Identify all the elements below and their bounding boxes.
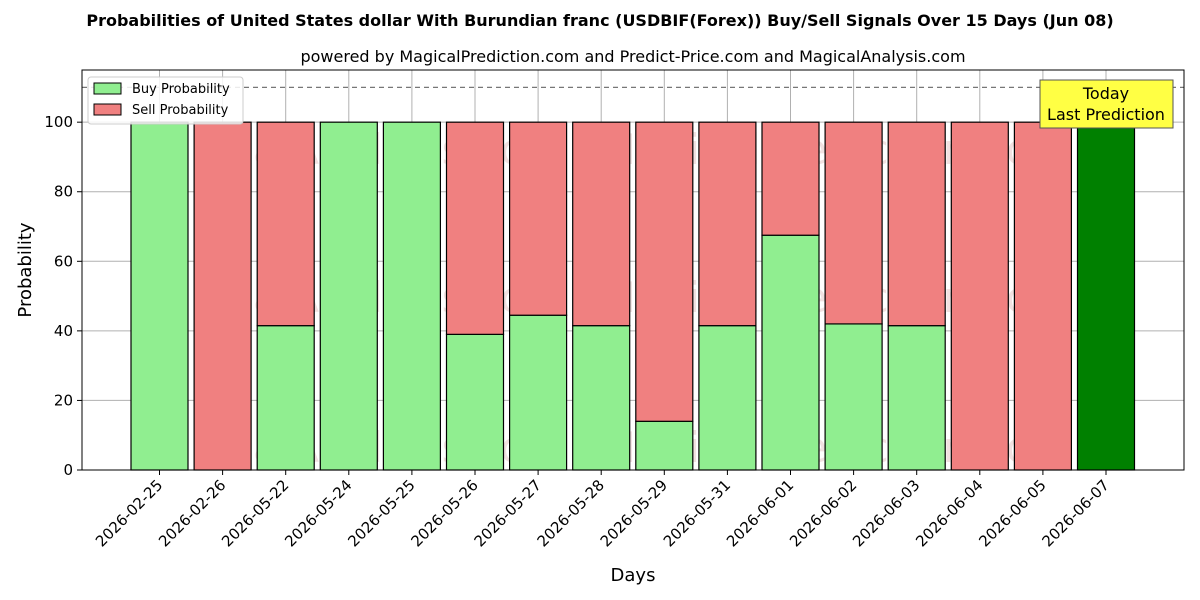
legend: Buy Probability Sell Probability [87,76,244,125]
plot-frame [81,69,1185,471]
sell-bar [572,121,631,327]
buy-bar [887,325,946,471]
today-box-bg [1039,79,1174,129]
sell-bar [256,121,315,327]
legend-box [87,76,244,125]
x-axis-label: Days [611,565,656,586]
buy-bar [382,121,441,471]
x-tick-label: 2026-06-02 [786,476,860,550]
last-prediction-label: Last Prediction [1047,105,1165,124]
sell-bar [824,121,883,325]
x-tick-label: 2026-05-27 [471,476,545,550]
buy-bar [130,121,189,471]
x-tick-label: 2026-06-05 [975,476,1049,550]
buy-bar [509,314,568,471]
sell-bar [1013,121,1073,471]
y-axis-ticks: 0 20 40 60 80 100 [44,113,82,479]
sell-bar [635,121,694,422]
sell-bar [950,121,1009,471]
buy-bar [1076,121,1136,471]
buy-bar [319,121,378,471]
y-tick-label: 0 [63,461,73,479]
y-axis-label: Probability [15,222,36,317]
x-tick-label: 2026-06-07 [1038,476,1112,550]
y-tick-label: 40 [54,322,73,340]
x-tick-label: 2026-05-29 [597,476,671,550]
x-tick-label: 2026-05-25 [344,476,418,550]
buy-bar [572,325,631,471]
x-tick-label: 2026-05-22 [218,476,292,550]
y-tick-label: 100 [44,113,73,131]
buy-bar [761,234,820,471]
legend-label: Sell Probability [132,103,229,118]
x-tick-label: 2026-06-04 [912,476,986,550]
sell-bar [509,121,568,316]
buy-bar [824,323,883,471]
legend-swatch [93,103,122,116]
legend-swatch [93,82,122,95]
chart-subtitle: powered by MagicalPrediction.com and Pre… [300,47,965,66]
x-tick-label: 2026-02-25 [92,476,166,550]
today-annotation: Today Last Prediction [1039,79,1174,129]
buy-bar [445,333,505,471]
today-label: Today [1082,84,1129,103]
legend-label: Buy Probability [132,82,230,97]
buy-bar [256,325,315,471]
x-tick-label: 2026-02-26 [155,476,229,550]
buy-bar [635,420,694,471]
sell-bar [761,121,820,236]
sell-bar [698,121,757,327]
x-tick-label: 2026-05-28 [534,476,608,550]
chart-title: Probabilities of United States dollar Wi… [86,11,1113,30]
y-tick-label: 80 [54,183,73,201]
buy-bar [698,325,757,471]
sell-bar [445,121,505,335]
x-tick-label: 2026-05-24 [281,476,355,550]
bar-layer [130,121,1136,471]
y-tick-label: 60 [54,252,73,270]
x-tick-label: 2026-06-03 [849,476,923,550]
x-axis-ticks: 2026-02-252026-02-262026-05-222026-05-24… [92,470,1113,550]
x-tick-label: 2026-05-31 [660,476,734,550]
y-tick-label: 20 [54,391,73,409]
sell-bar [193,121,252,471]
sell-bar [887,121,946,327]
x-tick-label: 2026-06-01 [723,476,797,550]
x-tick-label: 2026-05-26 [407,476,481,550]
